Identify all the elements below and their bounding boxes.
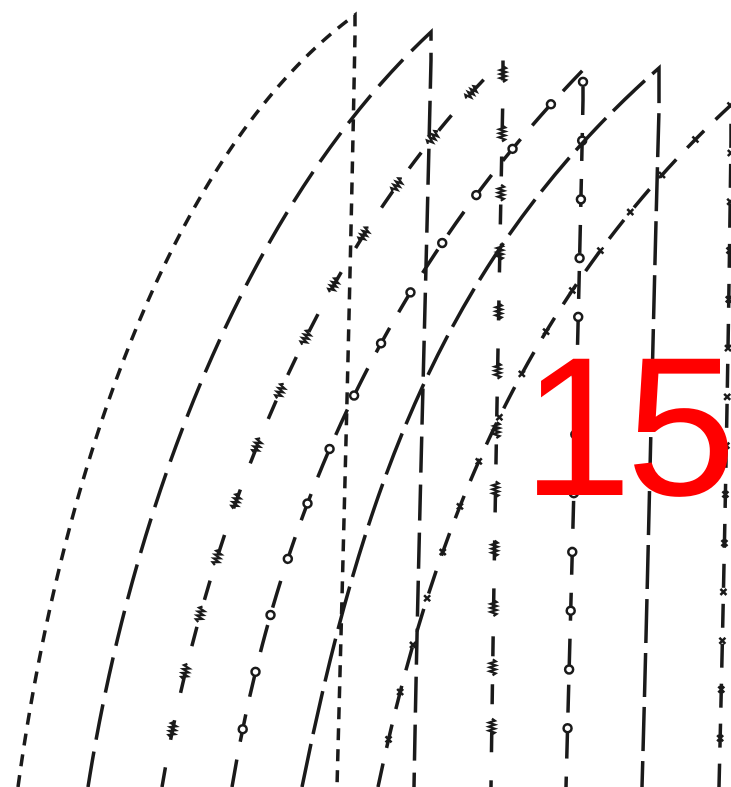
squiggle-mark (210, 548, 225, 566)
circle-mark (237, 723, 248, 735)
circle-mark (563, 664, 575, 675)
cross-mark (438, 548, 447, 556)
circle-mark (375, 338, 387, 349)
cross-mark (720, 539, 729, 548)
circle-mark (471, 189, 482, 201)
cross-mark (626, 208, 635, 216)
circle-mark (570, 429, 581, 440)
curve-long-dash-2 (300, 64, 661, 787)
cross-mark (724, 295, 731, 304)
circle-mark (302, 498, 313, 509)
cross-mark (596, 246, 605, 255)
circle-mark (436, 237, 448, 249)
circle-mark (572, 311, 584, 323)
cross-mark (719, 588, 728, 596)
cross-mark (495, 413, 504, 422)
circle-mark (577, 76, 589, 88)
squiggle-mark (273, 382, 288, 399)
circle-mark (567, 546, 578, 558)
circle-mark (282, 553, 294, 565)
cross-mark (658, 171, 666, 179)
cross-mark (542, 327, 551, 336)
cross-mark (691, 135, 700, 144)
circle-mark (568, 487, 580, 499)
squiggle-mark (229, 492, 244, 510)
circle-mark (574, 252, 585, 264)
squiggle-mark (193, 605, 208, 623)
squiggle-mark (486, 658, 500, 677)
squiggle-mark (250, 437, 265, 454)
cross-mark (456, 502, 464, 511)
circle-mark (562, 722, 573, 734)
cross-mark (384, 735, 393, 744)
circle-mark (507, 143, 518, 155)
circle-markers (237, 76, 589, 735)
cross-mark (716, 734, 725, 743)
curve-long-dash (86, 27, 433, 787)
page-number-label: 15 (522, 316, 731, 537)
squiggle-mark (492, 302, 506, 321)
circle-mark (545, 99, 557, 110)
squiggle-mark (165, 720, 180, 739)
squiggle-mark (463, 84, 480, 100)
squiggle-mark (425, 129, 441, 145)
cross-mark (568, 286, 577, 295)
cross-mark (409, 641, 417, 649)
curve-short-dash (16, 11, 357, 787)
squiggle-mark (298, 329, 314, 346)
circle-mark (250, 666, 261, 678)
cross-mark (724, 344, 731, 352)
circle-mark (405, 287, 416, 298)
circle-mark (265, 609, 276, 621)
squiggle-mark (491, 361, 505, 380)
squiggle-mark (487, 539, 502, 558)
squiggle-mark (356, 226, 372, 242)
circle-mark (575, 194, 587, 205)
squiggle-mark (496, 65, 510, 84)
squiggle-mark (495, 124, 509, 143)
squiggle-mark (326, 277, 342, 293)
curve-circle-marker (230, 65, 585, 787)
cross-mark (722, 441, 731, 450)
curve-squiggle-dash (160, 55, 505, 787)
squiggle-mark (178, 662, 193, 681)
cross-mark (721, 490, 730, 499)
circle-mark (565, 605, 576, 616)
cross-mark (474, 457, 483, 466)
squiggle-mark (494, 183, 508, 202)
cross-mark (396, 688, 405, 696)
cross-mark (717, 685, 726, 694)
cross-mark (723, 392, 731, 401)
cross-mark (517, 370, 526, 378)
cross-mark (726, 197, 731, 206)
circle-mark (324, 443, 335, 455)
squiggle-mark (488, 480, 503, 499)
cross-markers (384, 101, 731, 744)
cross-mark (726, 101, 731, 110)
squiggle-mark (389, 177, 405, 192)
circle-mark (571, 370, 583, 381)
squiggle-mark (487, 599, 501, 617)
cross-mark (423, 594, 432, 603)
circle-mark (348, 390, 360, 401)
squiggle-mark (485, 717, 499, 736)
cross-mark (718, 636, 727, 645)
cross-mark (725, 246, 731, 255)
